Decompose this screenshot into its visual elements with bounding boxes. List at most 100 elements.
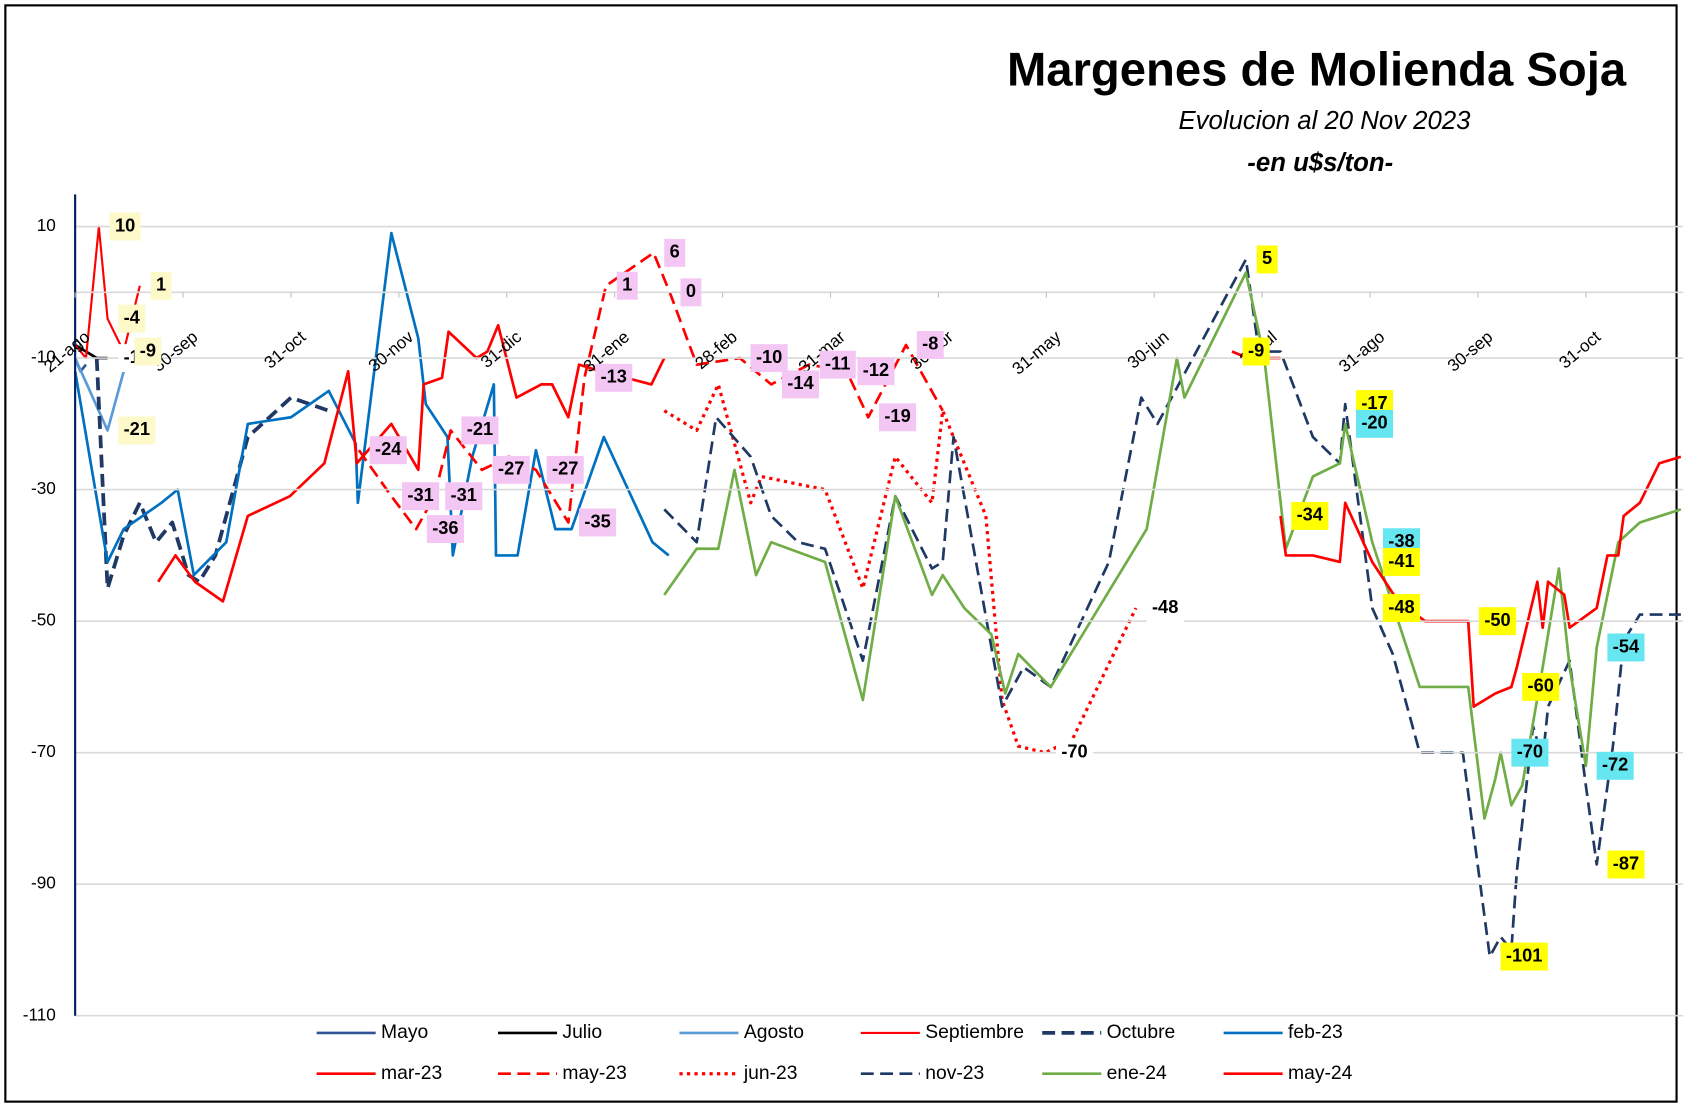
y-tick-label: -30 bbox=[31, 478, 56, 498]
data-label: -70 bbox=[1517, 740, 1543, 761]
data-label-box bbox=[109, 212, 141, 241]
data-label: 6 bbox=[670, 241, 680, 262]
data-label: -8 bbox=[922, 333, 938, 354]
data-label: -35 bbox=[584, 510, 610, 531]
data-label: -50 bbox=[1484, 609, 1510, 630]
series-line bbox=[94, 357, 330, 591]
data-label: -27 bbox=[498, 458, 524, 479]
data-label: -21 bbox=[124, 418, 150, 439]
data-label-box bbox=[1055, 738, 1094, 767]
chart-subtitle: Evolucion al 20 Nov 2023 bbox=[1178, 107, 1471, 135]
data-label-box bbox=[819, 350, 856, 379]
legend-label: may-23 bbox=[562, 1063, 626, 1084]
unit-label: -en u$s/ton- bbox=[1247, 149, 1393, 177]
y-tick-label: -90 bbox=[31, 873, 56, 893]
data-label-box bbox=[402, 482, 440, 511]
data-label-box bbox=[1607, 633, 1645, 662]
data-label-box bbox=[1382, 594, 1421, 622]
y-tick-label: -70 bbox=[31, 741, 56, 761]
data-label: 0 bbox=[686, 280, 696, 301]
data-label-box bbox=[546, 455, 584, 484]
legend-label: Agosto bbox=[744, 1022, 804, 1043]
legend-label: ene-24 bbox=[1107, 1063, 1167, 1084]
legend-label: may-24 bbox=[1288, 1063, 1353, 1084]
data-label-box bbox=[1382, 547, 1421, 576]
data-label-box bbox=[595, 363, 633, 392]
data-label-box bbox=[118, 304, 146, 333]
data-label-box bbox=[750, 344, 788, 373]
series-line bbox=[74, 225, 141, 360]
y-tick-label: -50 bbox=[31, 610, 56, 630]
data-label-box bbox=[680, 278, 702, 307]
legend-label: feb-23 bbox=[1288, 1022, 1343, 1043]
data-label-box bbox=[150, 271, 172, 300]
data-label: -12 bbox=[863, 359, 889, 380]
data-label: -24 bbox=[375, 438, 402, 459]
data-label-box bbox=[1256, 245, 1278, 274]
series-line bbox=[73, 351, 131, 432]
data-label: -9 bbox=[1248, 339, 1264, 360]
y-tick-label: 10 bbox=[37, 215, 56, 235]
y-tick-label: -110 bbox=[23, 1004, 56, 1024]
data-label-box bbox=[1242, 337, 1270, 366]
legend-label: nov-23 bbox=[925, 1063, 984, 1084]
data-label: -21 bbox=[467, 418, 493, 439]
legend-label: Mayo bbox=[381, 1022, 428, 1043]
data-label: -101 bbox=[1506, 944, 1542, 965]
data-label: -34 bbox=[1297, 504, 1324, 525]
data-label: -31 bbox=[451, 484, 477, 505]
data-label-box bbox=[118, 416, 156, 445]
data-label-box bbox=[664, 238, 686, 267]
data-label: -11 bbox=[825, 352, 850, 373]
data-label-box bbox=[492, 455, 530, 484]
data-label: -48 bbox=[1388, 596, 1414, 617]
data-label: -70 bbox=[1061, 740, 1087, 761]
data-label: -17 bbox=[1361, 392, 1387, 413]
series-line bbox=[663, 382, 1138, 755]
data-label: -13 bbox=[601, 366, 627, 387]
data-label: -38 bbox=[1388, 530, 1414, 551]
legend-label: Septiembre bbox=[925, 1022, 1024, 1043]
data-label: -72 bbox=[1602, 754, 1628, 775]
legend-label: jun-23 bbox=[743, 1063, 798, 1084]
data-label: -19 bbox=[884, 405, 910, 426]
chart-title: Margenes de Molienda Soja bbox=[1007, 43, 1627, 96]
data-label-box bbox=[781, 370, 819, 399]
data-label-box bbox=[857, 357, 895, 386]
data-label-box bbox=[369, 436, 407, 465]
data-label-box bbox=[879, 403, 917, 432]
data-label-box bbox=[1511, 738, 1549, 767]
data-label: -9 bbox=[140, 339, 156, 360]
data-label: -60 bbox=[1528, 675, 1554, 696]
data-label: -10 bbox=[756, 346, 782, 367]
data-label: 1 bbox=[622, 274, 632, 295]
data-label: -48 bbox=[1152, 596, 1178, 617]
data-label-box bbox=[579, 508, 617, 537]
data-label: 10 bbox=[115, 214, 135, 235]
data-label-box bbox=[916, 330, 944, 359]
data-label-box bbox=[1146, 594, 1184, 622]
data-label: -31 bbox=[407, 484, 433, 505]
data-label-box bbox=[1596, 751, 1634, 780]
data-label: -20 bbox=[1361, 412, 1387, 433]
data-label: 1 bbox=[156, 274, 166, 295]
legend-label: Julio bbox=[562, 1022, 602, 1043]
series-line bbox=[73, 231, 670, 577]
data-label-box bbox=[1291, 501, 1329, 530]
data-label-box bbox=[1607, 850, 1645, 879]
data-label-box bbox=[616, 271, 638, 300]
legend-label: mar-23 bbox=[381, 1063, 442, 1084]
data-label-box bbox=[1355, 409, 1394, 438]
data-label-box bbox=[461, 416, 499, 445]
data-label-box bbox=[134, 337, 162, 366]
data-label-box bbox=[1522, 672, 1560, 701]
data-label: 5 bbox=[1262, 247, 1272, 268]
data-label: -27 bbox=[552, 458, 578, 479]
series-line bbox=[157, 323, 666, 603]
data-label: -54 bbox=[1613, 635, 1640, 656]
chart-border bbox=[4, 4, 1678, 1103]
data-label-box bbox=[1500, 942, 1548, 971]
legend-label: Octubre bbox=[1107, 1022, 1176, 1043]
data-label: -36 bbox=[432, 517, 458, 538]
